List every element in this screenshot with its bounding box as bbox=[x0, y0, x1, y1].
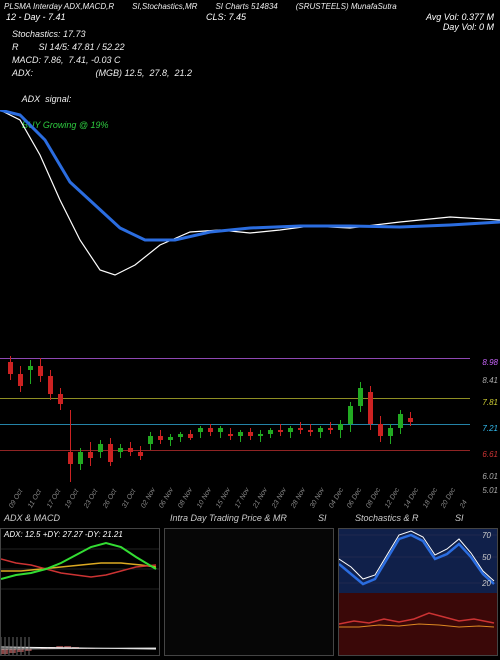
candle-chart bbox=[0, 352, 470, 492]
title-stoch: Stochastics & R bbox=[355, 513, 419, 523]
legend-4: (SRUSTEELS) MunafaSutra bbox=[296, 2, 397, 11]
svg-text:70: 70 bbox=[482, 531, 491, 540]
legend-2: SI,Stochastics,MR bbox=[132, 2, 197, 11]
stat-stoch: Stochastics: 17.73 bbox=[12, 28, 192, 41]
svg-text:50: 50 bbox=[482, 553, 491, 562]
title-intraday: Intra Day Trading Price & MR bbox=[170, 513, 287, 523]
intraday-panel bbox=[164, 528, 334, 656]
sma-chart bbox=[0, 110, 500, 310]
stat-adx: ADX: (MGB) 12.5, 27.8, 21.2 bbox=[12, 67, 192, 80]
adx-text: ADX: 12.5 +DY: 27.27 -DY: 21.21 bbox=[4, 530, 123, 539]
stat-rsi: R SI 14/5: 47.81 / 52.22 bbox=[12, 41, 192, 54]
stoch-rsi-svg: 70 50 20 bbox=[339, 529, 497, 655]
stat-macd: MACD: 7.86, 7.41, -0.03 C bbox=[12, 54, 192, 67]
day-vol: Day Vol: 0 M bbox=[426, 22, 494, 32]
avg-vol: Avg Vol: 0.377 M bbox=[426, 12, 494, 22]
adx-macd-panel bbox=[0, 528, 160, 656]
adx-macd-svg bbox=[1, 529, 159, 655]
date-axis: 09 Oct11 Oct17 Oct19 Oct23 Oct26 Oct31 O… bbox=[0, 494, 470, 512]
title-si2: SI bbox=[455, 513, 464, 523]
title-adx-macd: ADX & MACD bbox=[4, 513, 60, 523]
svg-text:20: 20 bbox=[481, 579, 491, 588]
legend-1: PLSMA Interday ADX,MACD,R bbox=[4, 2, 114, 11]
title-si: SI bbox=[318, 513, 327, 523]
candle-ylabels: 8.988.417.817.216.616.015.01 bbox=[470, 352, 500, 492]
top-legend: PLSMA Interday ADX,MACD,R SI,Stochastics… bbox=[4, 2, 496, 11]
legend-3: SI Charts 514834 bbox=[215, 2, 277, 11]
stoch-rsi-panel: 70 50 20 bbox=[338, 528, 498, 656]
header-cls: CLS: 7.45 bbox=[206, 12, 246, 22]
